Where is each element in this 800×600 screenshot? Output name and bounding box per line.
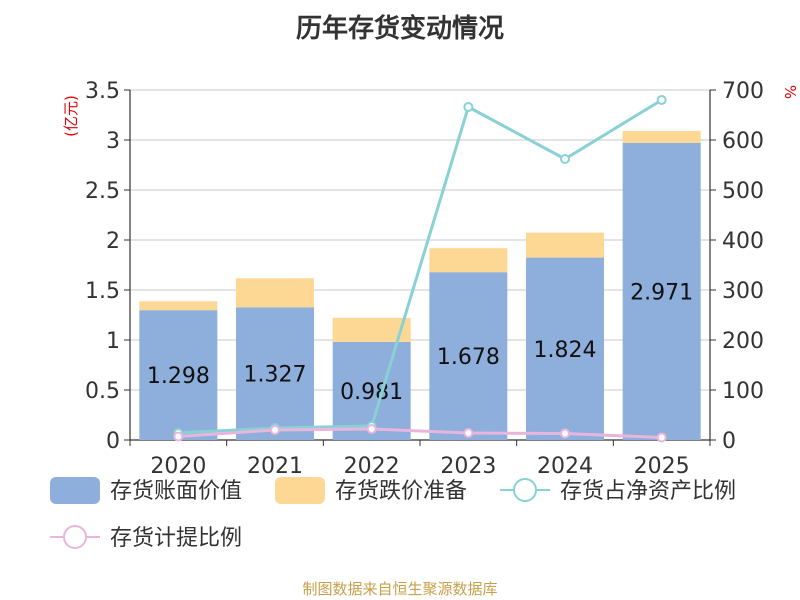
bar-book-value — [429, 272, 508, 440]
right-tick-label: 600 — [722, 129, 764, 154]
right-tick-label: 500 — [722, 179, 764, 204]
x-tick-label: 2020 — [150, 454, 206, 479]
bar-data-label: 0.981 — [340, 380, 403, 405]
bar-impairment — [429, 248, 508, 273]
left-tick-label: 3.5 — [85, 79, 120, 104]
bar-book-value — [622, 142, 701, 440]
right-tick-label: 700 — [722, 79, 764, 104]
bar-book-value — [139, 310, 218, 440]
legend-label: 存货跌价准备 — [335, 479, 467, 504]
line-point — [656, 95, 667, 105]
line-ratio-net-assets — [178, 98, 663, 435]
bar-book-value — [236, 307, 314, 440]
left-tick-label: 2 — [106, 229, 120, 254]
bar-impairment — [526, 232, 604, 258]
left-tick-label: 3 — [106, 129, 120, 154]
right-tick-label: 0 — [722, 429, 736, 454]
left-tick-label: 0.5 — [85, 379, 120, 404]
line-point — [463, 428, 474, 438]
left-tick-label: 1 — [106, 329, 120, 354]
x-tick-label: 2022 — [344, 454, 400, 479]
bar-data-label: 1.824 — [534, 338, 597, 363]
legend-label: 存货计提比例 — [110, 526, 242, 551]
x-tick-label: 2024 — [537, 454, 593, 479]
right-tick-label: 300 — [722, 279, 764, 304]
source-note: 制图数据来自恒生聚源数据库 — [302, 580, 498, 598]
x-tick-label: 2025 — [634, 454, 690, 479]
bar-data-label: 1.298 — [147, 364, 210, 389]
bar-impairment — [139, 301, 218, 311]
legend-label: 存货占净资产比例 — [560, 479, 736, 504]
bar-impairment — [622, 130, 701, 143]
x-tick-label: 2021 — [247, 454, 303, 479]
line-point — [463, 102, 474, 112]
bar-data-label: 1.327 — [244, 363, 307, 388]
bar-data-label: 2.971 — [630, 280, 693, 305]
x-tick-label: 2023 — [440, 454, 496, 479]
right-tick-label: 200 — [722, 329, 764, 354]
legend-swatch — [275, 477, 325, 504]
line-point — [270, 425, 280, 435]
left-unit-label: (亿元) — [62, 95, 80, 137]
legend-marker — [513, 478, 537, 502]
bar-book-value — [526, 257, 604, 440]
line-point — [560, 428, 570, 439]
legend-marker — [63, 525, 87, 549]
left-tick-label: 2.5 — [85, 179, 120, 204]
legend-swatch — [50, 477, 100, 504]
line-point — [656, 432, 667, 443]
line-provision-ratio — [178, 427, 662, 439]
legend-label: 存货账面价值 — [110, 479, 242, 504]
line-point — [560, 154, 570, 164]
line-point — [173, 431, 184, 442]
bar-impairment — [236, 278, 314, 308]
bar-data-label: 1.678 — [437, 345, 500, 370]
line-point — [366, 424, 377, 434]
left-tick-label: 1.5 — [85, 279, 120, 304]
left-tick-label: 0 — [106, 429, 120, 454]
right-unit-label: % — [781, 85, 799, 99]
right-tick-label: 100 — [722, 379, 764, 404]
right-tick-label: 400 — [722, 229, 764, 254]
chart-title: 历年存货变动情况 — [295, 14, 504, 44]
